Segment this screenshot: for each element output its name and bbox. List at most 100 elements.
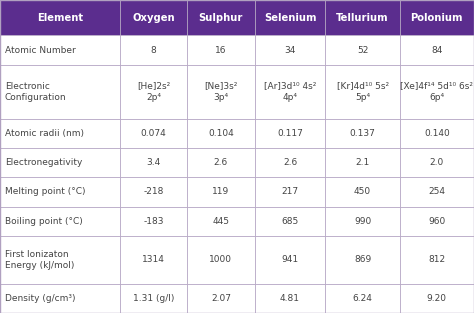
- Bar: [400, 0, 474, 35]
- Bar: [255, 0, 326, 35]
- Text: 0.104: 0.104: [208, 129, 234, 138]
- Text: 0.137: 0.137: [350, 129, 375, 138]
- Bar: [187, 119, 255, 148]
- Bar: [187, 177, 255, 207]
- Bar: [326, 0, 400, 35]
- Text: Oxygen: Oxygen: [132, 13, 175, 23]
- Bar: [255, 119, 326, 148]
- Text: [He]2s²
2p⁴: [He]2s² 2p⁴: [137, 81, 170, 102]
- Bar: [0, 35, 120, 65]
- Text: 869: 869: [354, 255, 371, 264]
- Text: Sulphur: Sulphur: [199, 13, 243, 23]
- Bar: [400, 284, 474, 313]
- Bar: [120, 177, 187, 207]
- Bar: [0, 177, 120, 207]
- Bar: [187, 148, 255, 177]
- Bar: [255, 236, 326, 284]
- Bar: [0, 236, 120, 284]
- Bar: [326, 284, 400, 313]
- Bar: [255, 177, 326, 207]
- Bar: [120, 119, 187, 148]
- Text: 812: 812: [428, 255, 446, 264]
- Bar: [400, 119, 474, 148]
- Bar: [326, 207, 400, 236]
- Bar: [120, 0, 187, 35]
- Bar: [120, 236, 187, 284]
- Bar: [0, 119, 120, 148]
- Text: [Xe]4f¹⁴ 5d¹⁰ 6s²
6p⁴: [Xe]4f¹⁴ 5d¹⁰ 6s² 6p⁴: [401, 81, 474, 102]
- Bar: [0, 284, 120, 313]
- Text: 1000: 1000: [210, 255, 232, 264]
- Text: 2.07: 2.07: [211, 294, 231, 303]
- Bar: [326, 35, 400, 65]
- Text: Boiling point (°C): Boiling point (°C): [5, 217, 82, 226]
- Text: [Kr]4d¹⁰ 5s²
5p⁴: [Kr]4d¹⁰ 5s² 5p⁴: [337, 81, 389, 102]
- Bar: [187, 35, 255, 65]
- Bar: [326, 236, 400, 284]
- Text: 1.31 (g/l): 1.31 (g/l): [133, 294, 174, 303]
- Text: 990: 990: [354, 217, 371, 226]
- Text: 0.117: 0.117: [277, 129, 303, 138]
- Text: Melting point (°C): Melting point (°C): [5, 187, 85, 197]
- Bar: [187, 0, 255, 35]
- Bar: [255, 148, 326, 177]
- Text: 6.24: 6.24: [353, 294, 373, 303]
- Bar: [400, 236, 474, 284]
- Text: 9.20: 9.20: [427, 294, 447, 303]
- Text: 941: 941: [282, 255, 299, 264]
- Text: 2.0: 2.0: [430, 158, 444, 167]
- Text: 119: 119: [212, 187, 229, 197]
- Bar: [0, 207, 120, 236]
- Bar: [255, 207, 326, 236]
- Bar: [120, 207, 187, 236]
- Text: 52: 52: [357, 46, 368, 54]
- Bar: [120, 65, 187, 119]
- Text: 4.81: 4.81: [280, 294, 300, 303]
- Bar: [326, 148, 400, 177]
- Text: [Ar]3d¹⁰ 4s²
4p⁴: [Ar]3d¹⁰ 4s² 4p⁴: [264, 81, 316, 102]
- Bar: [120, 35, 187, 65]
- Text: Atomic radii (nm): Atomic radii (nm): [5, 129, 84, 138]
- Text: 450: 450: [354, 187, 371, 197]
- Text: 0.140: 0.140: [424, 129, 450, 138]
- Text: 2.1: 2.1: [356, 158, 370, 167]
- Bar: [326, 119, 400, 148]
- Text: 84: 84: [431, 46, 443, 54]
- Bar: [120, 284, 187, 313]
- Text: Electronic
Configuration: Electronic Configuration: [5, 81, 66, 102]
- Text: 254: 254: [428, 187, 446, 197]
- Bar: [400, 148, 474, 177]
- Text: 2.6: 2.6: [283, 158, 297, 167]
- Bar: [326, 65, 400, 119]
- Text: Tellurium: Tellurium: [336, 13, 389, 23]
- Bar: [187, 65, 255, 119]
- Bar: [0, 0, 120, 35]
- Bar: [187, 284, 255, 313]
- Bar: [255, 35, 326, 65]
- Text: 960: 960: [428, 217, 446, 226]
- Text: Atomic Number: Atomic Number: [5, 46, 75, 54]
- Bar: [400, 207, 474, 236]
- Text: 217: 217: [282, 187, 299, 197]
- Text: Polonium: Polonium: [410, 13, 463, 23]
- Text: 1314: 1314: [142, 255, 165, 264]
- Text: Element: Element: [37, 13, 83, 23]
- Bar: [400, 65, 474, 119]
- Text: 3.4: 3.4: [146, 158, 161, 167]
- Text: Selenium: Selenium: [264, 13, 316, 23]
- Text: -218: -218: [143, 187, 164, 197]
- Text: -183: -183: [143, 217, 164, 226]
- Bar: [255, 65, 326, 119]
- Text: Electronegativity: Electronegativity: [5, 158, 82, 167]
- Bar: [0, 148, 120, 177]
- Bar: [0, 65, 120, 119]
- Text: 8: 8: [151, 46, 156, 54]
- Bar: [326, 177, 400, 207]
- Bar: [400, 177, 474, 207]
- Text: 685: 685: [282, 217, 299, 226]
- Text: Density (g/cm³): Density (g/cm³): [5, 294, 75, 303]
- Text: [Ne]3s²
3p⁴: [Ne]3s² 3p⁴: [204, 81, 237, 102]
- Text: 34: 34: [284, 46, 296, 54]
- Bar: [255, 284, 326, 313]
- Bar: [400, 35, 474, 65]
